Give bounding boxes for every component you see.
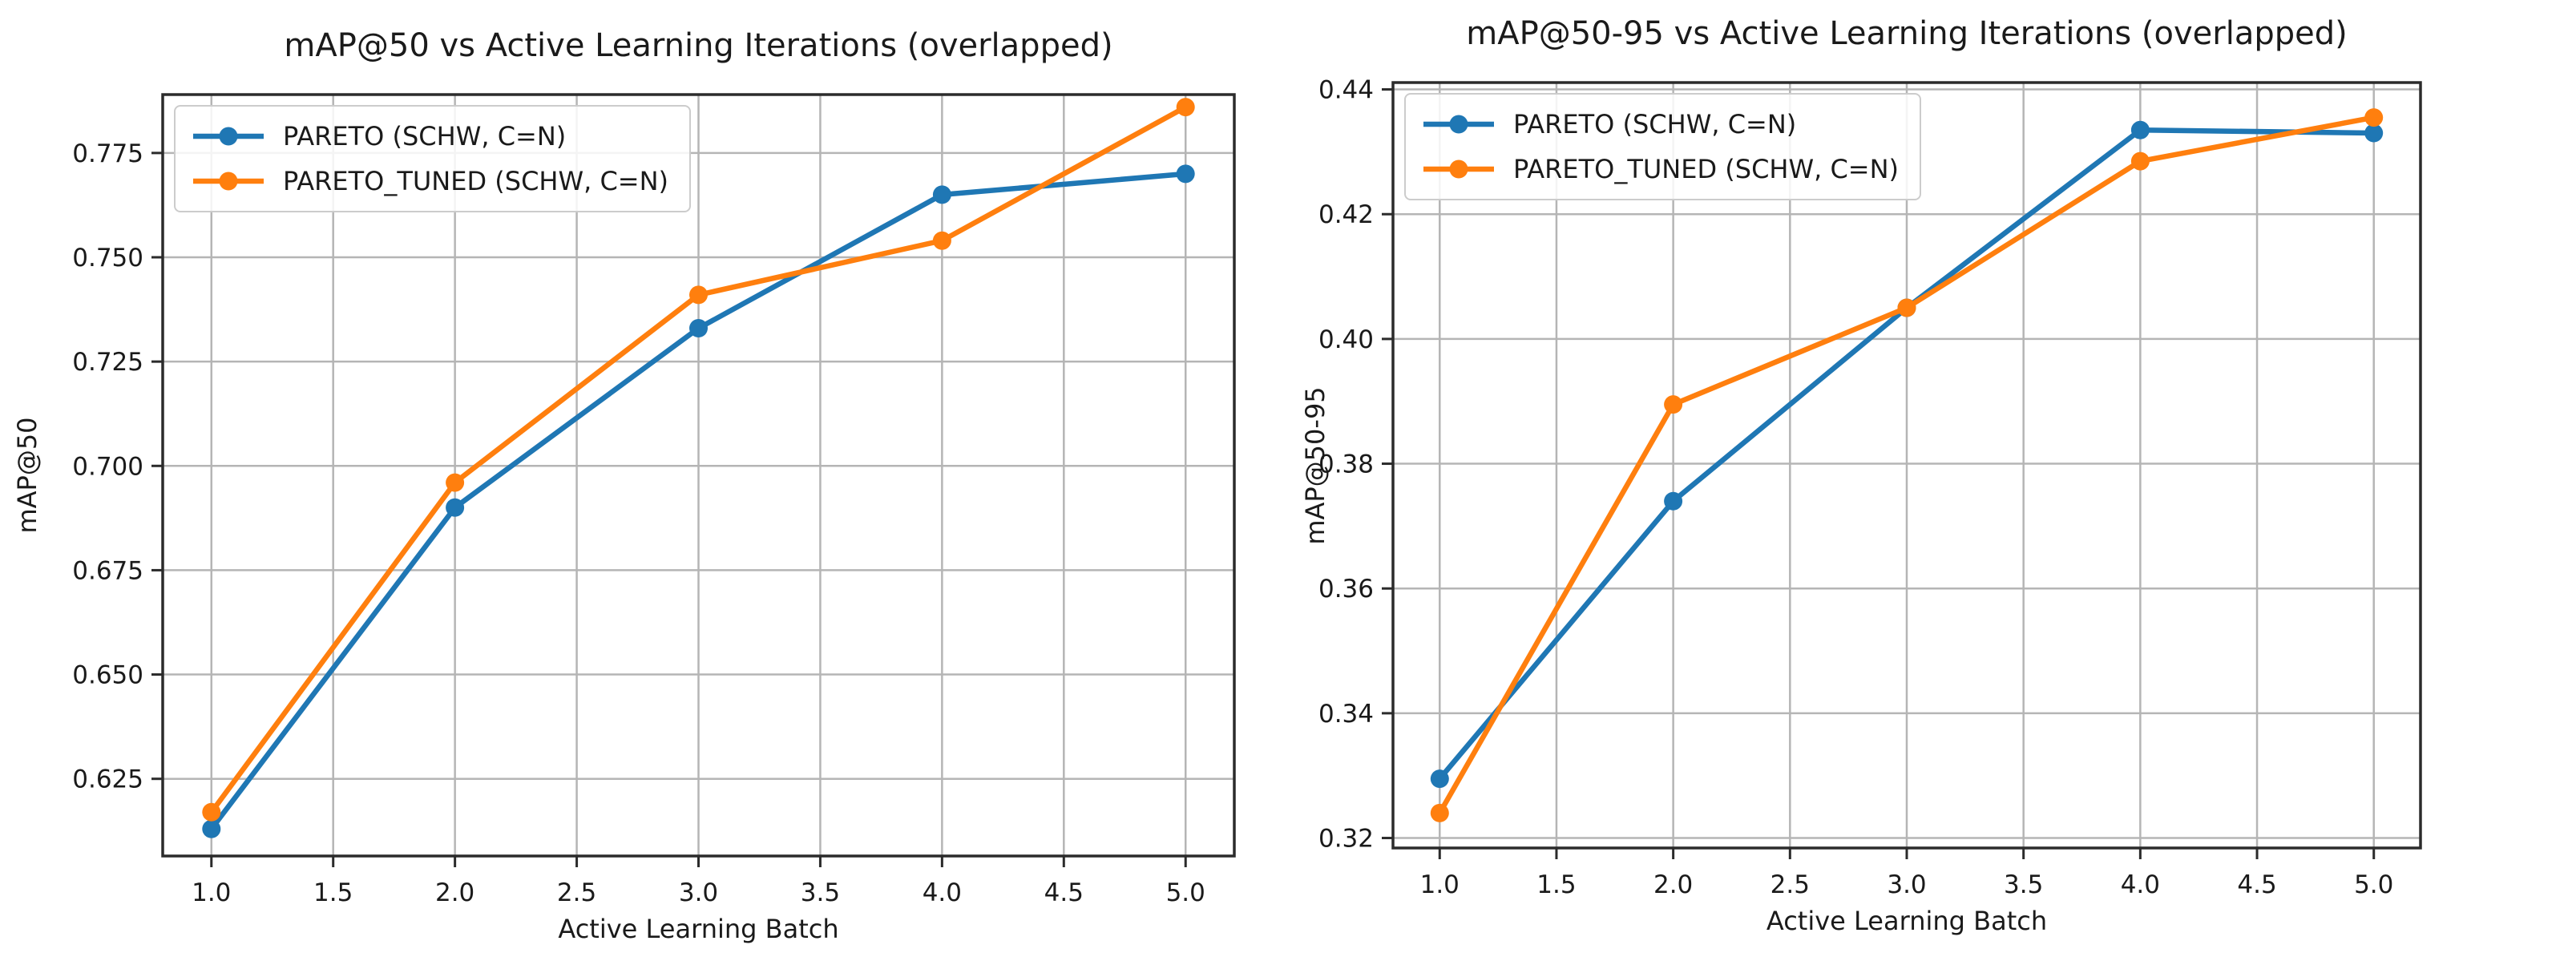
- plot-area: 1.0 1.5 2.0 2.5 3.0 3.5 4.0 4.5 5.0 0.625 0.650 0.6…: [72, 93, 1236, 907]
- tick-label-y: 0.750: [72, 244, 143, 273]
- tick-label-x: 4.5: [1044, 878, 1084, 907]
- tick-label-x: 3.0: [679, 878, 718, 907]
- data-point-pareto_tuned: [202, 802, 221, 822]
- data-point-pareto: [2130, 120, 2150, 139]
- legend-marker-line: [193, 172, 264, 191]
- tick-label-x: 1.0: [192, 878, 231, 907]
- tick-label-x: 4.0: [923, 878, 962, 907]
- data-point-pareto: [1176, 164, 1195, 184]
- tick-label-y: 0.775: [72, 139, 143, 168]
- data-point-pareto: [202, 819, 221, 838]
- tick-label-x: 3.0: [1887, 870, 1926, 899]
- chart-map50-95: mAP@50-95 vs Active Learning Iterations …: [1288, 0, 2576, 961]
- tick-label-x: 4.5: [2237, 870, 2276, 899]
- legend-marker: [219, 172, 238, 191]
- legend-marker: [1449, 115, 1468, 134]
- legend-label: PARETO (SCHW, C=N): [283, 121, 567, 151]
- tick-label-y: 0.32: [1318, 825, 1374, 854]
- tick-label-x: 3.5: [801, 878, 840, 907]
- tick-label-x: 1.5: [313, 878, 353, 907]
- tick-label-x: 5.0: [2354, 870, 2393, 899]
- data-point-pareto: [446, 498, 465, 517]
- tick-label-y: 0.34: [1318, 700, 1374, 729]
- legend-marker-line: [193, 127, 264, 146]
- tick-label-y: 0.42: [1318, 200, 1374, 229]
- tick-label-x: 2.0: [435, 878, 474, 907]
- tick-label-x: 2.0: [1653, 870, 1693, 899]
- tick-label-y: 0.700: [72, 452, 143, 481]
- x-axis-label: Active Learning Batch: [1766, 906, 2048, 936]
- data-point-pareto_tuned: [446, 473, 465, 492]
- legend-marker-line: [1423, 115, 1494, 134]
- plot-area: 1.0 1.5 2.0 2.5 3.0 3.5 4.0 4.5 5.0 0.32 0.34 0.36 0…: [1318, 76, 2422, 899]
- tick-label-x: 4.0: [2121, 870, 2160, 899]
- data-point-pareto: [1430, 769, 1449, 789]
- legend-item: PARETO (SCHW, C=N): [192, 121, 668, 151]
- chart-map50: mAP@50 vs Active Learning Iterations (ov…: [12, 27, 1236, 944]
- tick-label-x: 1.5: [1536, 870, 1576, 899]
- tick-label-y: 0.36: [1318, 575, 1374, 604]
- data-point-pareto_tuned: [2130, 151, 2150, 171]
- data-point-pareto_tuned: [1664, 395, 1683, 414]
- legend: PARETO (SCHW, C=N) PARETO_TUNED (SCHW, C=…: [174, 105, 692, 212]
- legend-item: PARETO_TUNED (SCHW, C=N): [1422, 154, 1899, 184]
- data-point-pareto_tuned: [1176, 98, 1195, 117]
- tick-label-x: 2.5: [1770, 870, 1810, 899]
- tick-label-x: 5.0: [1166, 878, 1205, 907]
- chart-title: mAP@50 vs Active Learning Iterations (ov…: [284, 27, 1113, 64]
- tick-label-x: 3.5: [2004, 870, 2043, 899]
- tick-label-y: 0.725: [72, 348, 143, 377]
- legend-label: PARETO_TUNED (SCHW, C=N): [283, 166, 669, 196]
- chart-title: mAP@50-95 vs Active Learning Iterations …: [1466, 15, 2348, 52]
- tick-label-y: 0.650: [72, 661, 143, 690]
- data-point-pareto: [1664, 491, 1683, 511]
- tick-label-y: 0.675: [72, 556, 143, 585]
- tick-label-y: 0.38: [1318, 450, 1374, 479]
- data-point-pareto_tuned: [1430, 803, 1449, 822]
- tick-label-x: 1.0: [1420, 870, 1460, 899]
- legend-marker: [1449, 159, 1468, 179]
- tick-label-y: 0.44: [1318, 76, 1374, 105]
- x-axis-label: Active Learning Batch: [558, 914, 839, 944]
- data-point-pareto_tuned: [1897, 298, 1916, 317]
- legend-item: PARETO (SCHW, C=N): [1422, 109, 1899, 139]
- legend-label: PARETO_TUNED (SCHW, C=N): [1513, 154, 1900, 184]
- data-point-pareto: [689, 319, 708, 337]
- legend-marker-line: [1423, 159, 1494, 179]
- data-point-pareto: [932, 185, 951, 204]
- data-point-pareto: [2364, 123, 2384, 143]
- data-point-pareto_tuned: [2364, 108, 2384, 127]
- legend: PARETO (SCHW, C=N) PARETO_TUNED (SCHW, C=…: [1404, 93, 1922, 200]
- tick-label-x: 2.5: [557, 878, 596, 907]
- tick-label-y: 0.625: [72, 765, 143, 794]
- legend-item: PARETO_TUNED (SCHW, C=N): [192, 166, 668, 196]
- data-point-pareto_tuned: [689, 285, 708, 305]
- data-point-pareto_tuned: [932, 231, 951, 250]
- tick-label-y: 0.40: [1318, 325, 1374, 354]
- legend-marker: [219, 127, 238, 146]
- legend-label: PARETO (SCHW, C=N): [1513, 109, 1797, 139]
